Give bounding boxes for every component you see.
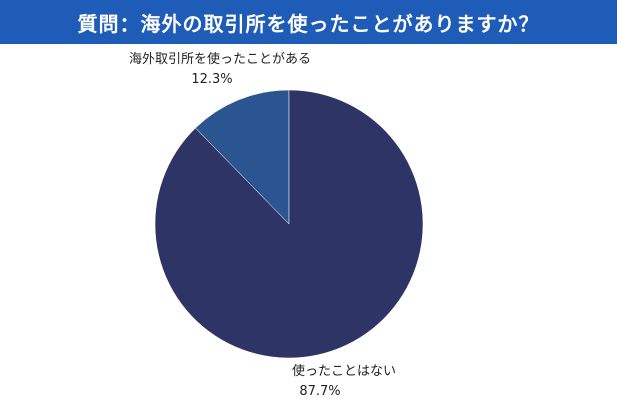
- slice-label-has-used: 海外取引所を使ったことがある: [129, 51, 311, 67]
- slice-label-never-used: 使ったことはない: [292, 363, 396, 379]
- pie-slices: [154, 89, 424, 359]
- pie-slice-has-used: [195, 89, 290, 225]
- pie-slice-never-used: [154, 89, 424, 359]
- slice-value-has-used: 12.3%: [191, 72, 232, 87]
- chart-header: 質問：海外の取引所を使ったことがありますか？: [0, 0, 617, 44]
- slice-value-never-used: 87.7%: [299, 384, 340, 399]
- chart-title: 質問：海外の取引所を使ったことがありますか？: [77, 11, 540, 36]
